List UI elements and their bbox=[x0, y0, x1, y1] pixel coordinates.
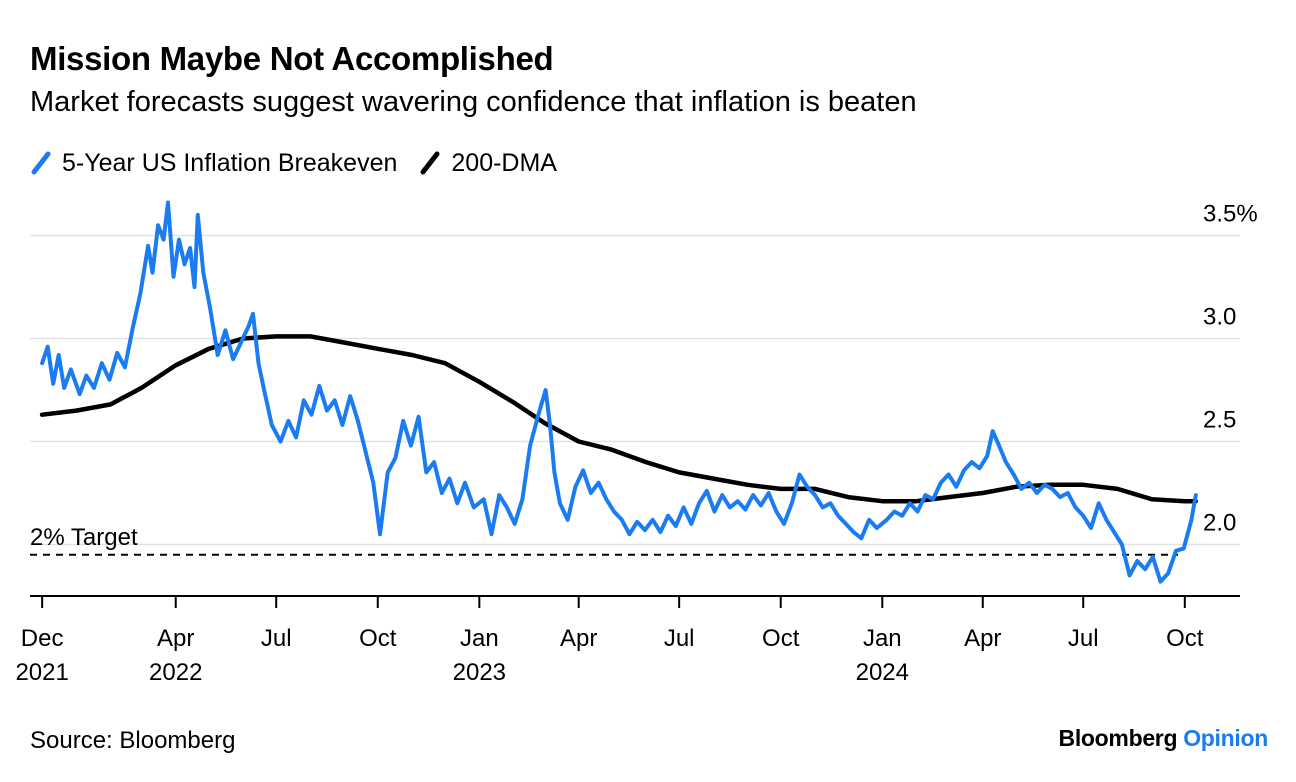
series-line-breakeven bbox=[40, 200, 1198, 584]
x-tick-label: Jan bbox=[460, 625, 499, 652]
x-tick-label: Oct bbox=[359, 625, 397, 652]
x-tick-label: Apr bbox=[560, 625, 597, 652]
x-tick-label: Jul bbox=[1068, 625, 1099, 652]
y-tick-label: 3.0 bbox=[1203, 304, 1236, 331]
x-tick-label: Dec bbox=[21, 625, 64, 652]
legend-swatch-breakeven bbox=[31, 151, 51, 175]
target-label: 2% Target bbox=[30, 524, 138, 551]
chart-title: Mission Maybe Not Accomplished bbox=[30, 40, 554, 77]
series-layer bbox=[39, 200, 1199, 584]
x-tick-label: Apr bbox=[964, 625, 1001, 652]
x-tick-label: Jul bbox=[261, 625, 292, 652]
x-tick-label: Oct bbox=[1166, 625, 1204, 652]
grid-layer bbox=[30, 234, 1240, 546]
y-tick-label: 2.0 bbox=[1203, 510, 1236, 537]
brand-suffix: Opinion bbox=[1183, 725, 1268, 751]
x-tick-label: Jul bbox=[664, 625, 695, 652]
x-tick-label: Oct bbox=[762, 625, 800, 652]
x-tick-year-label: 2023 bbox=[453, 659, 506, 686]
x-tick-label: Apr bbox=[157, 625, 194, 652]
y-tick-label: 2.5 bbox=[1203, 407, 1236, 434]
series-line-200dma bbox=[39, 334, 1199, 504]
axis-layer: 2.0 2.5 3.0 3.5% Dec 2021 Apr 2022 Jul Oct Jan 2023… bbox=[15, 201, 1257, 687]
legend-item-dma: 200-DMA bbox=[419, 149, 557, 178]
legend-label-breakeven: 5-Year US Inflation Breakeven bbox=[62, 148, 398, 177]
x-tick-year-label: 2021 bbox=[15, 659, 68, 686]
x-tick-year-label: 2024 bbox=[856, 659, 909, 686]
legend-item-breakeven: 5-Year US Inflation Breakeven bbox=[30, 149, 397, 178]
y-tick-label: 3.5% bbox=[1203, 201, 1258, 228]
chart-legend: 5-Year US Inflation Breakeven 200-DMA bbox=[30, 148, 579, 178]
source-note: Source: Bloomberg bbox=[30, 727, 236, 754]
x-tick-year-label: 2022 bbox=[149, 659, 202, 686]
reference-layer: 2% Target bbox=[30, 524, 1178, 556]
brand-logo: Bloomberg Opinion bbox=[1058, 725, 1269, 752]
legend-label-dma: 200-DMA bbox=[451, 148, 557, 177]
brand-name: Bloomberg bbox=[1058, 725, 1178, 751]
x-tick-label: Jan bbox=[863, 625, 902, 652]
chart-subtitle: Market forecasts suggest wavering confid… bbox=[30, 86, 917, 118]
legend-swatch-dma bbox=[420, 151, 440, 175]
